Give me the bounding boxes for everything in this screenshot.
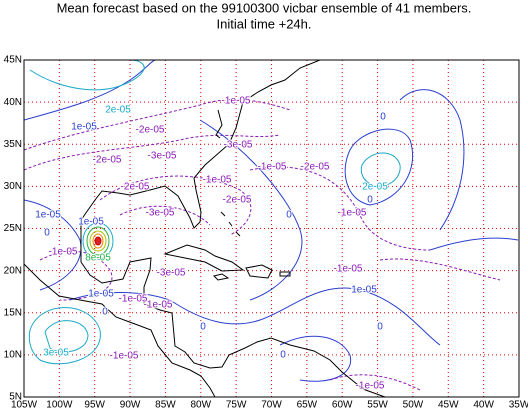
contour-label: 2e-05 [362, 182, 388, 193]
y-tick-label: 35N [4, 139, 22, 150]
contour-label: 0 [380, 112, 386, 123]
contour-label: -2e-05 [93, 155, 122, 166]
y-tick-label: 20N [4, 265, 22, 276]
subtitle: Initial time +24h. [216, 16, 311, 31]
contour-label: -3e-05 [224, 140, 253, 151]
contour-label: -1e-05 [110, 351, 139, 362]
x-tick-label: 45W [438, 400, 459, 410]
contour-label: -1e-05 [144, 300, 173, 311]
contour-label: 3e-05 [43, 348, 69, 359]
contour-label: 1e-05 [351, 285, 377, 296]
contour-label: 0 [44, 228, 50, 239]
x-tick-label: 40W [473, 400, 494, 410]
contour-label: -1e-05 [203, 175, 232, 186]
x-tick-label: 35W [509, 400, 528, 410]
contour-label: 1e-05 [35, 210, 61, 221]
contour-label: 8e-05 [85, 253, 111, 264]
contour-label: 1e-05 [88, 289, 114, 300]
contour-label: 0 [280, 350, 286, 361]
contour-label: -3e-05 [146, 208, 175, 219]
contour-label: -1e-05 [338, 208, 367, 219]
x-tick-label: 70W [261, 400, 282, 410]
contour-label: 2e-05 [105, 105, 131, 116]
contour-label: -1e-05 [49, 247, 78, 258]
y-tick-label: 45N [4, 55, 22, 66]
contour-label: 0 [102, 307, 108, 318]
x-tick-label: 85W [155, 400, 176, 410]
x-tick-label: 105W [11, 400, 38, 410]
y-tick-label: 30N [4, 181, 22, 192]
contour-label: 1e-05 [78, 217, 104, 228]
y-tick-label: 25N [4, 223, 22, 234]
x-tick-label: 50W [403, 400, 424, 410]
y-tick-label: 40N [4, 97, 22, 108]
contour-label: 1e-05 [71, 122, 97, 133]
contour-label: -2e-05 [136, 125, 165, 136]
contour-label: -1e-05 [222, 96, 251, 107]
contour-label: 0 [286, 210, 292, 221]
x-tick-label: 65W [297, 400, 318, 410]
contour-label: -2e-05 [121, 182, 150, 193]
contour-label: -2e-05 [223, 195, 252, 206]
contour-label: 0 [377, 322, 383, 333]
contour-label: 0 [367, 195, 373, 206]
contours [23, 59, 519, 391]
contour-label: -3e-05 [148, 151, 177, 162]
title: Mean forecast based on the 99100300 vicb… [57, 0, 472, 15]
x-tick-label: 100W [46, 400, 73, 410]
contour-label: -1e-05 [258, 162, 287, 173]
y-tick-label: 10N [4, 350, 22, 361]
grid [24, 60, 519, 397]
contour-label: -1e-05 [356, 381, 385, 392]
x-tick-label: 95W [84, 400, 105, 410]
contour-label: -3e-05 [157, 268, 186, 279]
x-tick-label: 80W [191, 400, 212, 410]
x-tick-label: 75W [226, 400, 247, 410]
contour-label: -1e-05 [119, 294, 148, 305]
contour-label: 0 [200, 322, 206, 333]
x-tick-label: 55W [367, 400, 388, 410]
coastlines [23, 59, 386, 398]
y-tick-label: 5N [9, 392, 22, 403]
contour-labels: 2e-05 1e-05 -2e-05 -2e-05 -3e-05 -1e-05 -3e-05… [34, 95, 389, 393]
x-tick-label: 90W [120, 400, 141, 410]
y-tick-label: 15N [4, 307, 22, 318]
contour-label: -2e-05 [301, 162, 330, 173]
contour-label: -1e-05 [334, 264, 363, 275]
frame [23, 59, 520, 398]
x-tick-label: 60W [332, 400, 353, 410]
